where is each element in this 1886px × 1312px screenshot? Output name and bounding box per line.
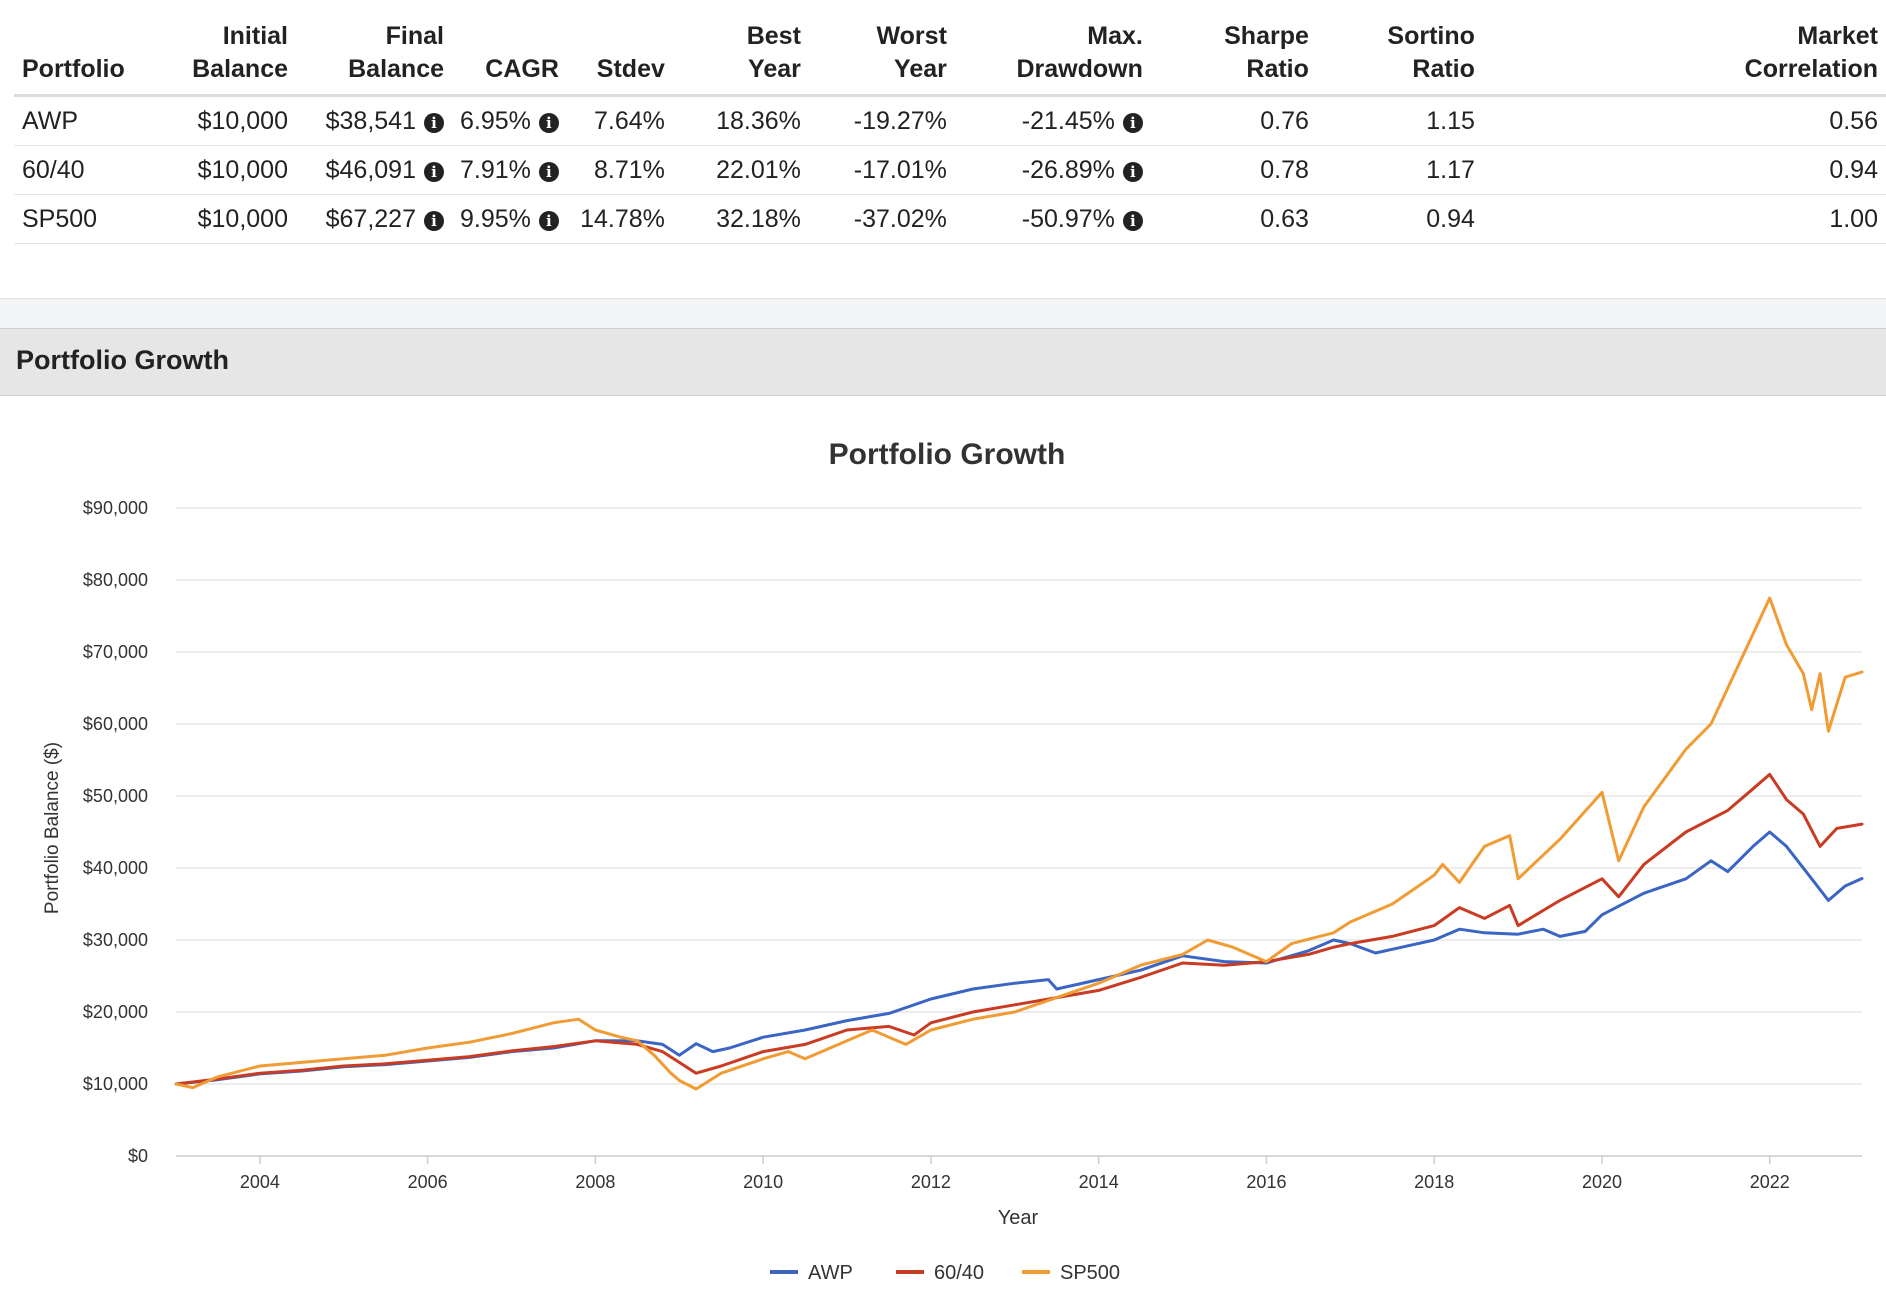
x-tick-label: 2022 <box>1750 1172 1790 1192</box>
col-header-worst-year[interactable]: Worst Year <box>808 14 955 97</box>
series-line-60-40[interactable] <box>174 772 1864 1086</box>
info-icon[interactable]: i <box>424 112 444 133</box>
y-tick-label: $70,000 <box>83 642 148 662</box>
cell-stdev: 14.78% <box>566 194 673 244</box>
cell-final-balance: $38,541 i <box>296 95 452 146</box>
x-tick-label: 2008 <box>575 1172 615 1192</box>
cell-sharpe-ratio: 0.76 <box>1150 95 1317 146</box>
x-axis-title: Year <box>998 1207 1039 1229</box>
series-lines <box>174 596 1864 1091</box>
cell-best-year: 32.18% <box>672 194 809 244</box>
legend-item-sp500[interactable]: SP500 <box>1022 1262 1120 1284</box>
table-row: 60/40 $10,000 $46,091 i 7.91% i 8.71% 22.0… <box>14 145 1886 195</box>
legend-label: 60/40 <box>934 1262 984 1284</box>
legend-item-60-40[interactable]: 60/40 <box>896 1262 984 1284</box>
cell-cagr: 9.95% i <box>452 194 567 244</box>
cell-max-drawdown: -26.89% i <box>954 145 1151 195</box>
table-row: AWP $10,000 $38,541 i 6.95% i 7.64% 18.36%… <box>14 95 1886 146</box>
y-tick-label: $80,000 <box>83 570 148 590</box>
y-tick-label: $10,000 <box>83 1074 148 1094</box>
col-header-best-year[interactable]: Best Year <box>672 14 809 97</box>
grid-lines <box>176 507 1862 1157</box>
x-tick-label: 2012 <box>911 1172 951 1192</box>
col-header-sharpe-ratio[interactable]: Sharpe Ratio <box>1150 14 1317 97</box>
col-header-cagr[interactable]: CAGR <box>452 14 567 97</box>
cell-portfolio: SP500 <box>14 194 150 244</box>
cell-market-correlation: 1.00 <box>1482 194 1886 244</box>
table-header-row: Portfolio Initial Balance Final Balance CA… <box>14 14 1886 97</box>
info-icon[interactable]: i <box>1122 112 1143 133</box>
cell-stdev: 8.71% <box>566 145 673 195</box>
cell-market-correlation: 0.56 <box>1482 95 1886 146</box>
cell-cagr: 7.91% i <box>452 145 567 195</box>
legend-label: SP500 <box>1060 1262 1120 1284</box>
info-icon[interactable]: i <box>424 210 444 231</box>
section-header[interactable]: Portfolio Growth <box>0 328 1886 396</box>
info-icon[interactable]: i <box>538 210 559 231</box>
cell-worst-year: -17.01% <box>808 145 955 195</box>
cell-portfolio: AWP <box>14 95 150 146</box>
cell-initial-balance: $10,000 <box>150 95 296 146</box>
info-icon[interactable]: i <box>1122 161 1143 182</box>
y-tick-label: $90,000 <box>83 498 148 518</box>
cell-worst-year: -37.02% <box>808 194 955 244</box>
chart-title: Portfolio Growth <box>829 438 1066 471</box>
y-tick-label: $60,000 <box>83 714 148 734</box>
cell-final-balance: $46,091 i <box>296 145 452 195</box>
x-tick-label: 2010 <box>743 1172 783 1192</box>
section-divider <box>0 298 1886 329</box>
cell-sharpe-ratio: 0.63 <box>1150 194 1317 244</box>
info-icon[interactable]: i <box>538 161 559 182</box>
cell-sortino-ratio: 0.94 <box>1316 194 1483 244</box>
cell-worst-year: -19.27% <box>808 95 955 146</box>
y-tick-label: $0 <box>128 1146 148 1166</box>
x-tick-label: 2016 <box>1246 1172 1286 1192</box>
portfolio-growth-chart: Portfolio Growth $0 $10,000 $20,000 $30,000… <box>42 438 1864 1284</box>
col-header-max-drawdown[interactable]: Max. Drawdown <box>954 14 1151 97</box>
legend-label: AWP <box>808 1262 853 1284</box>
x-tick-label: 2006 <box>408 1172 448 1192</box>
col-header-final-balance[interactable]: Final Balance <box>296 14 452 97</box>
cell-market-correlation: 0.94 <box>1482 145 1886 195</box>
cell-initial-balance: $10,000 <box>150 145 296 195</box>
y-tick-label: $40,000 <box>83 858 148 878</box>
x-tick-label: 2004 <box>240 1172 280 1192</box>
x-tick-label: 2020 <box>1582 1172 1622 1192</box>
table-row: SP500 $10,000 $67,227 i 9.95% i 14.78% 32.… <box>14 194 1886 244</box>
section-title: Portfolio Growth <box>16 345 229 375</box>
info-icon[interactable]: i <box>424 161 444 182</box>
y-tick-label: $50,000 <box>83 786 148 806</box>
cell-cagr: 6.95% i <box>452 95 567 146</box>
col-header-portfolio[interactable]: Portfolio <box>14 14 150 97</box>
info-icon[interactable]: i <box>538 112 559 133</box>
legend: AWP 60/40 SP500 <box>770 1262 1120 1284</box>
cell-sharpe-ratio: 0.78 <box>1150 145 1317 195</box>
series-line-sp500[interactable] <box>174 596 1864 1091</box>
col-header-stdev[interactable]: Stdev <box>566 14 673 97</box>
y-axis-title: Portfolio Balance ($) <box>42 742 63 914</box>
x-tick-label: 2018 <box>1414 1172 1454 1192</box>
x-axis-ticks: 2004 2006 2008 2010 2012 2014 2016 2018 2020 2022 <box>240 1156 1790 1192</box>
legend-item-awp[interactable]: AWP <box>770 1262 853 1284</box>
y-tick-label: $20,000 <box>83 1002 148 1022</box>
cell-stdev: 7.64% <box>566 95 673 146</box>
cell-max-drawdown: -50.97% i <box>954 194 1151 244</box>
cell-best-year: 18.36% <box>672 95 809 146</box>
cell-sortino-ratio: 1.17 <box>1316 145 1483 195</box>
col-header-sortino-ratio[interactable]: Sortino Ratio <box>1316 14 1483 97</box>
series-line-awp[interactable] <box>174 830 1864 1086</box>
cell-initial-balance: $10,000 <box>150 194 296 244</box>
info-icon[interactable]: i <box>1122 210 1143 231</box>
y-tick-label: $30,000 <box>83 930 148 950</box>
x-tick-label: 2014 <box>1079 1172 1119 1192</box>
cell-portfolio: 60/40 <box>14 145 150 195</box>
col-header-initial-balance[interactable]: Initial Balance <box>150 14 296 97</box>
col-header-market-correlation[interactable]: Market Correlation <box>1482 14 1886 97</box>
cell-max-drawdown: -21.45% i <box>954 95 1151 146</box>
cell-sortino-ratio: 1.15 <box>1316 95 1483 146</box>
cell-best-year: 22.01% <box>672 145 809 195</box>
portfolio-summary-table: Portfolio Initial Balance Final Balance CA… <box>14 14 1886 244</box>
y-axis-ticks: $0 $10,000 $20,000 $30,000 $40,000 $50,000 $60… <box>83 498 148 1166</box>
cell-final-balance: $67,227 i <box>296 194 452 244</box>
